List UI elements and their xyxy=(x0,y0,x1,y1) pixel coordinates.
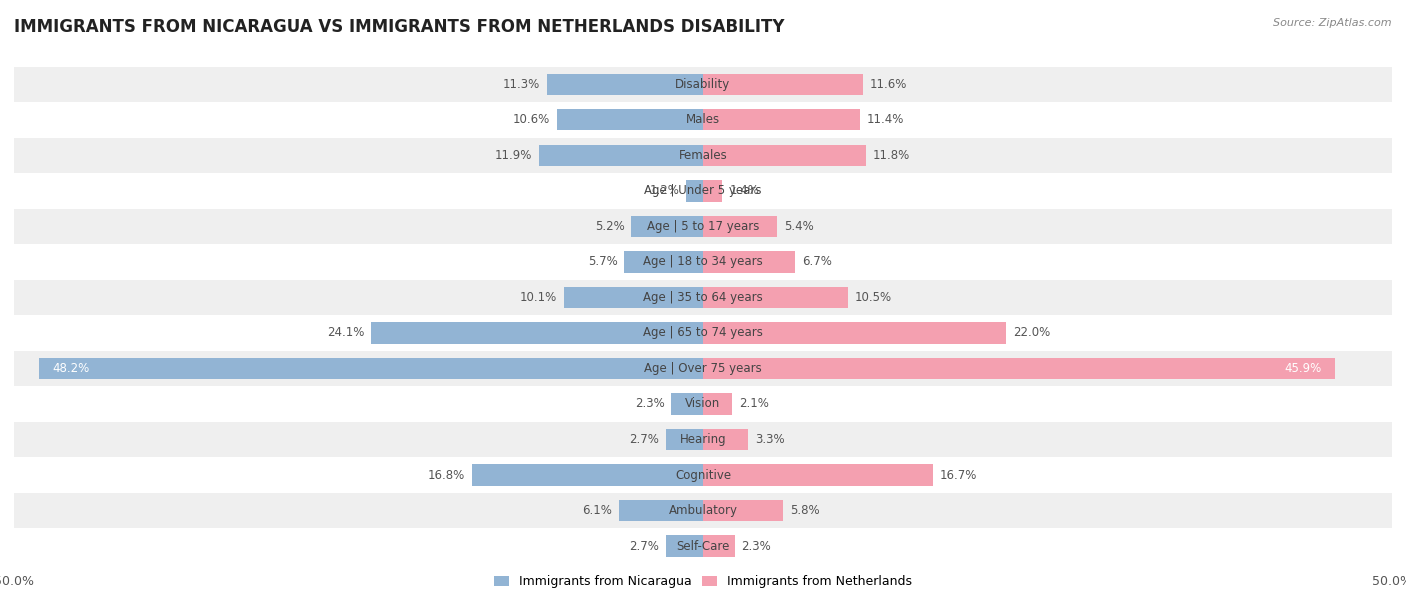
Text: 10.6%: 10.6% xyxy=(513,113,550,126)
Bar xyxy=(14,528,1392,564)
Bar xyxy=(557,109,703,130)
Text: 45.9%: 45.9% xyxy=(1285,362,1322,375)
Bar xyxy=(14,138,1392,173)
Text: 2.3%: 2.3% xyxy=(634,397,665,411)
Bar xyxy=(703,394,733,415)
Bar xyxy=(14,67,1392,102)
Text: Cognitive: Cognitive xyxy=(675,469,731,482)
Text: IMMIGRANTS FROM NICARAGUA VS IMMIGRANTS FROM NETHERLANDS DISABILITY: IMMIGRANTS FROM NICARAGUA VS IMMIGRANTS … xyxy=(14,18,785,36)
Bar xyxy=(14,244,1392,280)
Text: 22.0%: 22.0% xyxy=(1012,326,1050,340)
Text: Source: ZipAtlas.com: Source: ZipAtlas.com xyxy=(1274,18,1392,28)
Text: 11.3%: 11.3% xyxy=(503,78,540,91)
Text: Males: Males xyxy=(686,113,720,126)
Text: Age | 5 to 17 years: Age | 5 to 17 years xyxy=(647,220,759,233)
Text: Age | 18 to 34 years: Age | 18 to 34 years xyxy=(643,255,763,269)
Bar xyxy=(703,287,848,308)
Text: 6.1%: 6.1% xyxy=(582,504,612,517)
Bar xyxy=(371,323,703,343)
Bar xyxy=(14,209,1392,244)
Text: 10.1%: 10.1% xyxy=(520,291,557,304)
Text: 24.1%: 24.1% xyxy=(326,326,364,340)
Bar xyxy=(547,73,703,95)
Text: 10.5%: 10.5% xyxy=(855,291,891,304)
Bar xyxy=(703,536,735,557)
Bar xyxy=(666,429,703,450)
Bar xyxy=(14,351,1392,386)
Bar xyxy=(471,465,703,486)
Text: 5.7%: 5.7% xyxy=(588,255,617,269)
Bar xyxy=(14,422,1392,457)
Text: 2.7%: 2.7% xyxy=(628,540,659,553)
Text: 48.2%: 48.2% xyxy=(52,362,90,375)
Text: Ambulatory: Ambulatory xyxy=(668,504,738,517)
Bar xyxy=(703,109,860,130)
Bar xyxy=(703,73,863,95)
Text: 1.4%: 1.4% xyxy=(730,184,759,197)
Text: 16.7%: 16.7% xyxy=(941,469,977,482)
Text: Age | 35 to 64 years: Age | 35 to 64 years xyxy=(643,291,763,304)
Bar xyxy=(14,280,1392,315)
Bar xyxy=(703,429,748,450)
Bar xyxy=(39,358,703,379)
Bar xyxy=(703,252,796,272)
Bar xyxy=(703,180,723,201)
Bar xyxy=(631,215,703,237)
Text: 5.2%: 5.2% xyxy=(595,220,624,233)
Text: 3.3%: 3.3% xyxy=(755,433,785,446)
Bar xyxy=(703,323,1007,343)
Text: Hearing: Hearing xyxy=(679,433,727,446)
Text: Self-Care: Self-Care xyxy=(676,540,730,553)
Bar xyxy=(703,215,778,237)
Text: 5.8%: 5.8% xyxy=(790,504,820,517)
Bar xyxy=(703,500,783,521)
Bar xyxy=(686,180,703,201)
Bar xyxy=(14,493,1392,528)
Bar xyxy=(14,457,1392,493)
Bar xyxy=(14,315,1392,351)
Bar xyxy=(538,144,703,166)
Legend: Immigrants from Nicaragua, Immigrants from Netherlands: Immigrants from Nicaragua, Immigrants fr… xyxy=(489,570,917,594)
Bar xyxy=(624,252,703,272)
Bar xyxy=(671,394,703,415)
Text: 2.3%: 2.3% xyxy=(741,540,772,553)
Text: 6.7%: 6.7% xyxy=(803,255,832,269)
Text: 2.7%: 2.7% xyxy=(628,433,659,446)
Text: 11.8%: 11.8% xyxy=(873,149,910,162)
Bar xyxy=(703,144,866,166)
Text: 5.4%: 5.4% xyxy=(785,220,814,233)
Text: Age | 65 to 74 years: Age | 65 to 74 years xyxy=(643,326,763,340)
Bar xyxy=(564,287,703,308)
Bar xyxy=(14,102,1392,138)
Text: 11.4%: 11.4% xyxy=(868,113,904,126)
Text: 2.1%: 2.1% xyxy=(738,397,769,411)
Bar xyxy=(703,465,934,486)
Bar xyxy=(703,358,1336,379)
Text: Age | Under 5 years: Age | Under 5 years xyxy=(644,184,762,197)
Text: 1.2%: 1.2% xyxy=(650,184,679,197)
Text: 11.9%: 11.9% xyxy=(495,149,531,162)
Bar xyxy=(619,500,703,521)
Text: 16.8%: 16.8% xyxy=(427,469,464,482)
Text: Vision: Vision xyxy=(685,397,721,411)
Bar xyxy=(14,173,1392,209)
Text: Disability: Disability xyxy=(675,78,731,91)
Bar xyxy=(14,386,1392,422)
Bar xyxy=(666,536,703,557)
Text: 11.6%: 11.6% xyxy=(870,78,907,91)
Text: Females: Females xyxy=(679,149,727,162)
Text: Age | Over 75 years: Age | Over 75 years xyxy=(644,362,762,375)
